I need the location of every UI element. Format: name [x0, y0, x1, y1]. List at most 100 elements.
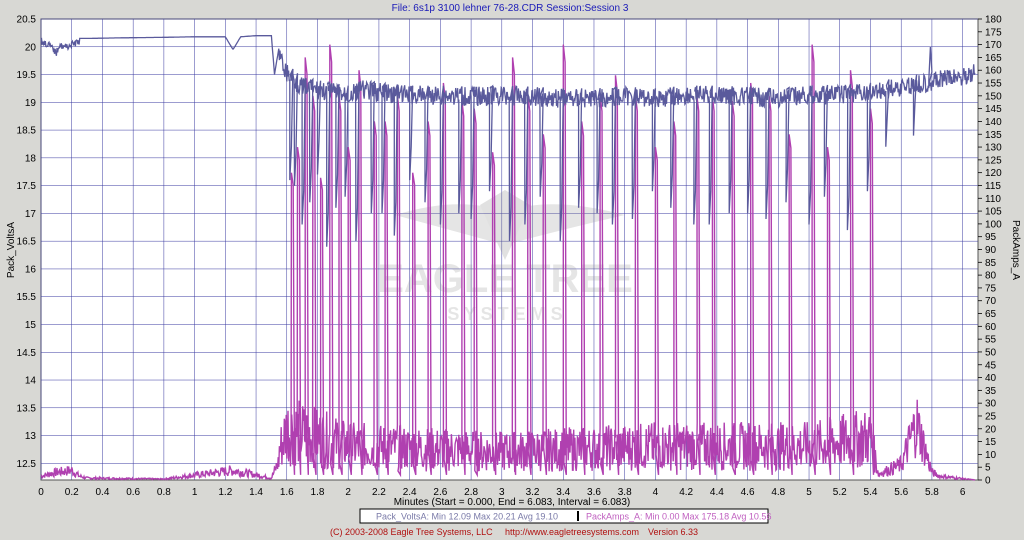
y-right-tick-label: 35: [985, 386, 997, 397]
y-left-tick-label: 20.5: [17, 15, 37, 26]
y-right-tick-label: 145: [985, 104, 1002, 115]
x-tick-label: 5: [806, 487, 812, 498]
y-left-tick-label: 13.5: [17, 403, 37, 414]
x-tick-label: 5.8: [925, 487, 939, 498]
x-tick-label: 4: [653, 487, 659, 498]
y-right-tick-label: 0: [985, 476, 991, 487]
series-line-amps: [40, 44, 976, 481]
y-right-tick-label: 140: [985, 117, 1002, 128]
x-tick-label: 1.4: [249, 487, 263, 498]
y-right-tick-label: 170: [985, 40, 1002, 51]
y-right-tick-label: 75: [985, 283, 997, 294]
y-left-tick-label: 14.5: [17, 348, 37, 359]
y-left-tick-label: 19.5: [17, 70, 37, 81]
x-axis-label: Minutes (Start = 0.000, End = 6.083, Int…: [394, 497, 631, 508]
legend-item-amps: PackAmps_A: Min 0.00 Max 175.18 Avg 10.5…: [586, 512, 771, 522]
y-axis-right-label: PackAmps_A: [1010, 220, 1021, 280]
y-right-tick-label: 115: [985, 181, 1001, 192]
x-tick-label: 2.8: [464, 487, 478, 498]
x-tick-label: 1.2: [218, 487, 232, 498]
axis-layer: 0 0.2 0.4 0.6 0.8 1 1.2 1.4 1.6 1.8 2 2.2 2.4 2.6 2.8 3…: [17, 15, 1003, 499]
x-tick-label: 1.6: [280, 487, 294, 498]
x-tick-label: 2.6: [433, 487, 447, 498]
x-tick-label: 3.4: [556, 487, 570, 498]
x-tick-label: 4.8: [771, 487, 785, 498]
y-right-tick-label: 25: [985, 411, 997, 422]
y-right-tick-label: 80: [985, 271, 997, 282]
y-right-tick-label: 150: [985, 91, 1002, 102]
y-right-tick-label: 65: [985, 309, 997, 320]
y-left-tick-label: 17.5: [17, 181, 37, 192]
x-tick-label: 2: [345, 487, 351, 498]
x-tick-label: 5.4: [864, 487, 878, 498]
y-right-tick-label: 55: [985, 335, 997, 346]
x-tick-label: 0.4: [95, 487, 109, 498]
x-tick-label: 3.6: [587, 487, 601, 498]
watermark-line1: EAGLE TREE: [377, 257, 633, 301]
x-tick-label: 6: [960, 487, 966, 498]
chart-title: File: 6s1p 3100 lehner 76-28.CDR Session…: [392, 3, 629, 14]
y-right-tick-label: 160: [985, 66, 1002, 77]
y-right-tick-label: 40: [985, 373, 997, 384]
y-left-tick-label: 12.5: [17, 459, 37, 470]
x-tick-label: 0: [38, 487, 44, 498]
x-tick-label: 4.4: [710, 487, 724, 498]
x-tick-label: 5.6: [894, 487, 908, 498]
y-left-tick-label: 18.5: [17, 126, 37, 137]
y-left-tick-label: 13: [25, 431, 37, 442]
series-line-volts: [40, 35, 976, 247]
y-right-tick-label: 15: [985, 437, 997, 448]
legend: Pack_VoltsA: Min 12.09 Max 20.21 Avg 19.…: [359, 508, 771, 524]
legend-box: [359, 508, 769, 524]
y-right-tick-label: 175: [985, 27, 1002, 38]
y-right-tick-label: 70: [985, 296, 997, 307]
x-tick-label: 0.2: [65, 487, 79, 498]
x-tick-label: 4.2: [679, 487, 693, 498]
y-left-tick-label: 14: [25, 376, 37, 387]
y-right-tick-label: 100: [985, 219, 1002, 230]
y-right-tick-label: 85: [985, 258, 997, 269]
y-right-tick-label: 5: [985, 463, 991, 474]
x-tick-label: 2.2: [372, 487, 386, 498]
y-right-tick-label: 155: [985, 79, 1002, 90]
y-left-tick-label: 16: [25, 264, 37, 275]
y-right-tick-label: 125: [985, 155, 1002, 166]
legend-item-volts: Pack_VoltsA: Min 12.09 Max 20.21 Avg 19.…: [376, 512, 558, 522]
x-tick-label: 4.6: [741, 487, 755, 498]
y-left-tick-label: 15.5: [17, 292, 37, 303]
x-tick-label: 0.6: [126, 487, 140, 498]
x-tick-label: 2.4: [403, 487, 417, 498]
y-right-tick-label: 135: [985, 130, 1002, 141]
y-right-tick-label: 10: [985, 450, 997, 461]
x-tick-label: 1.8: [311, 487, 325, 498]
footer-url-link[interactable]: http://www.eagletreesystems.com: [505, 527, 639, 537]
x-tick-label: 3.8: [618, 487, 632, 498]
y-left-tick-label: 18: [25, 153, 37, 164]
footer-copyright: (C) 2003-2008 Eagle Tree Systems, LLC: [330, 527, 493, 537]
y-right-tick-label: 180: [985, 15, 1002, 26]
y-right-tick-label: 30: [985, 399, 997, 410]
y-right-tick-label: 20: [985, 424, 997, 435]
y-right-tick-label: 105: [985, 207, 1002, 218]
legend-divider: [577, 511, 579, 521]
y-right-tick-label: 120: [985, 168, 1002, 179]
series-layer: [40, 35, 976, 481]
y-left-tick-label: 20: [25, 42, 37, 53]
x-tick-label: 5.2: [833, 487, 847, 498]
y-right-tick-label: 45: [985, 360, 997, 371]
x-tick-label: 3: [499, 487, 505, 498]
y-left-tick-label: 19: [25, 98, 37, 109]
y-right-tick-label: 130: [985, 143, 1002, 154]
y-right-tick-label: 110: [985, 194, 1001, 205]
y-right-tick-label: 50: [985, 347, 997, 358]
y-axis-left-label: Pack_VoltsA: [6, 222, 17, 278]
y-left-tick-label: 17: [25, 209, 37, 220]
y-right-tick-label: 60: [985, 322, 997, 333]
footer-version: Version 6.33: [648, 527, 698, 537]
y-right-tick-label: 90: [985, 245, 997, 256]
x-tick-label: 3.2: [526, 487, 540, 498]
y-left-tick-label: 15: [25, 320, 37, 331]
y-right-tick-label: 95: [985, 232, 997, 243]
